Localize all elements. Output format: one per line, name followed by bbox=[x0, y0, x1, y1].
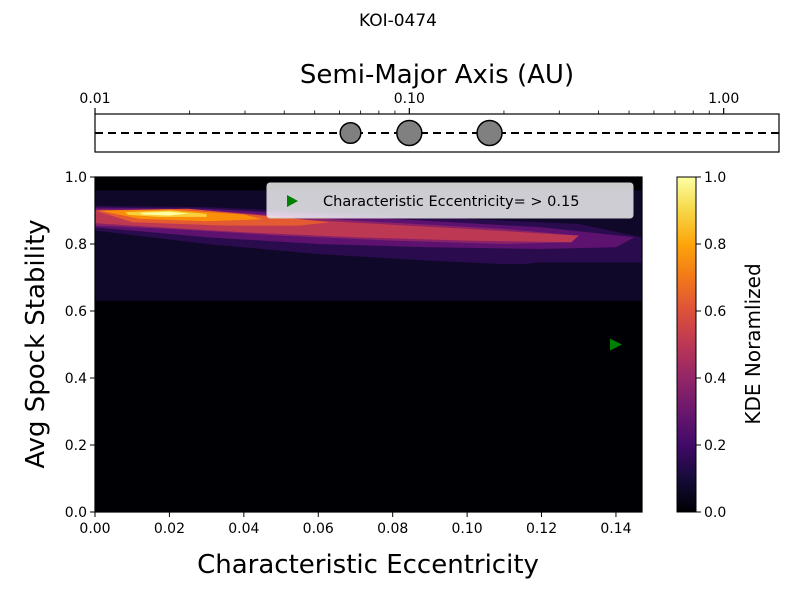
colorbar-tick-label: 0.6 bbox=[704, 304, 726, 320]
kde-frame bbox=[94, 176, 643, 513]
colorbar-tick-label: 0.2 bbox=[704, 438, 726, 454]
kde-x-ticks: 0.00 0.02 0.04 0.06 0.08 0.10 0.12 0.14 bbox=[79, 512, 632, 537]
orbit-panel: Semi-Major Axis (AU) 0.01 0.10 1.00 bbox=[79, 60, 780, 153]
y-tick-label: 0.4 bbox=[65, 371, 87, 387]
kde-panel: Characteristic Eccentricity= > 0.15 0.00… bbox=[21, 170, 643, 580]
y-tick-label: 0.8 bbox=[65, 237, 87, 253]
legend-box bbox=[266, 182, 634, 219]
colorbar: 0.0 0.2 0.4 0.6 0.8 1.0 KDE Noramlized bbox=[676, 170, 765, 521]
y-tick-label: 0.2 bbox=[65, 438, 87, 454]
orbit-ticks: 0.01 0.10 1.00 bbox=[79, 91, 739, 114]
kde-y-ticks: 0.0 0.2 0.4 0.6 0.8 1.0 bbox=[65, 170, 95, 521]
colorbar-label: KDE Noramlized bbox=[741, 263, 765, 424]
colorbar-tick-label: 0.4 bbox=[704, 371, 726, 387]
orbit-planets bbox=[339, 119, 503, 147]
data-point-marker bbox=[609, 338, 622, 351]
x-tick-label: 0.10 bbox=[452, 521, 483, 537]
x-tick-label: 0.12 bbox=[526, 521, 557, 537]
y-tick-label: 0.0 bbox=[65, 505, 87, 521]
figure-title: KOI-0474 bbox=[359, 11, 437, 31]
x-tick-label: 0.08 bbox=[377, 521, 408, 537]
legend-label: Characteristic Eccentricity= > 0.15 bbox=[323, 194, 579, 210]
colorbar-tick-label: 0.0 bbox=[704, 505, 726, 521]
y-tick-label: 1.0 bbox=[65, 170, 87, 186]
x-tick-label: 0.00 bbox=[79, 521, 110, 537]
y-axis-label: Avg Spock Stability bbox=[21, 219, 51, 468]
planet-marker bbox=[476, 119, 503, 147]
orbit-tick-label: 0.10 bbox=[394, 91, 425, 107]
colorbar-tick-label: 0.8 bbox=[704, 237, 726, 253]
x-axis-label: Characteristic Eccentricity bbox=[197, 550, 539, 580]
x-tick-label: 0.02 bbox=[154, 521, 185, 537]
kde-marker bbox=[609, 338, 622, 351]
orbit-tick-label: 0.01 bbox=[79, 91, 110, 107]
planet-marker bbox=[396, 119, 423, 147]
orbit-frame bbox=[94, 113, 780, 153]
x-tick-label: 0.06 bbox=[303, 521, 334, 537]
colorbar-ticks: 0.0 0.2 0.4 0.6 0.8 1.0 bbox=[696, 170, 726, 521]
colorbar-tick-label: 1.0 bbox=[704, 170, 726, 186]
legend-marker-icon bbox=[287, 195, 298, 207]
x-tick-label: 0.04 bbox=[228, 521, 259, 537]
orbit-tick-label: 1.00 bbox=[708, 91, 739, 107]
orbit-axis-title: Semi-Major Axis (AU) bbox=[300, 60, 574, 90]
legend: Characteristic Eccentricity= > 0.15 bbox=[266, 182, 634, 219]
y-tick-label: 0.6 bbox=[65, 304, 87, 320]
x-tick-label: 0.14 bbox=[600, 521, 631, 537]
colorbar-gradient bbox=[676, 176, 697, 513]
planet-marker bbox=[339, 121, 362, 145]
density-contour bbox=[139, 211, 188, 216]
